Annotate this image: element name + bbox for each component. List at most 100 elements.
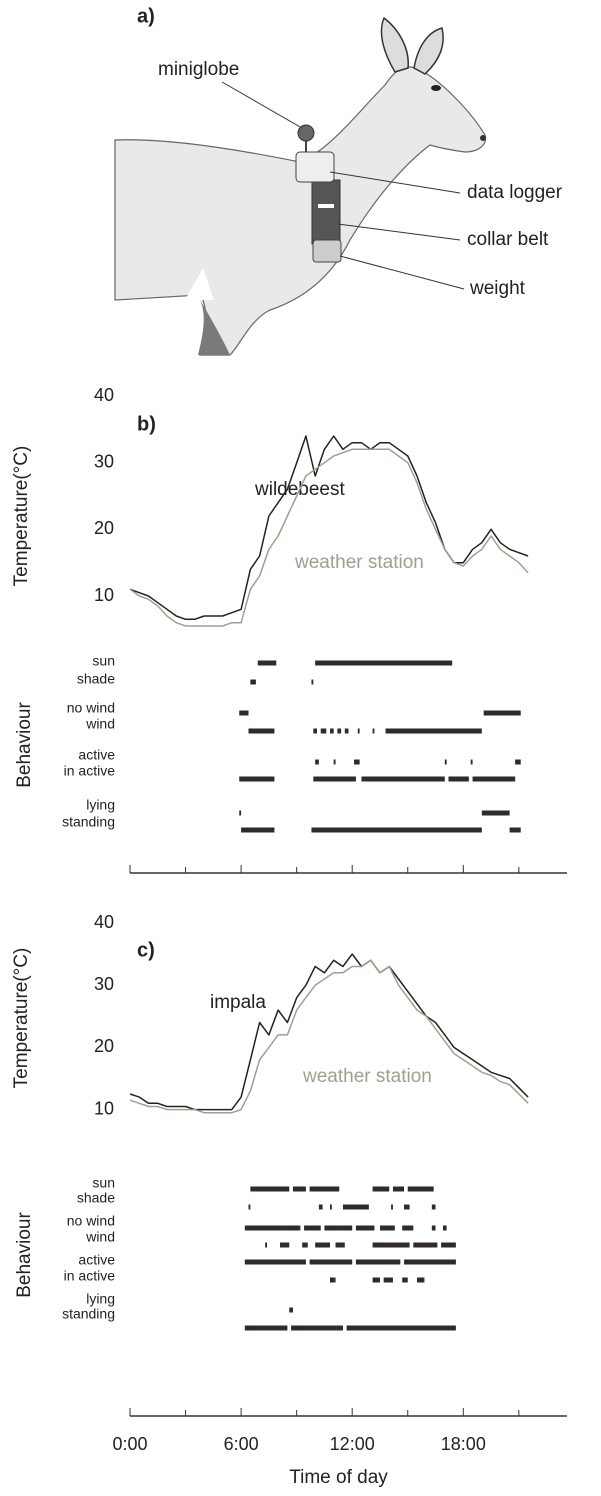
behaviour-bar [372,1242,410,1248]
behaviour-bar [509,827,521,833]
behaviour-bar [407,1186,434,1192]
behaviour-bar [355,1225,375,1231]
behaviour-row-label: no wind [67,1213,115,1229]
y-tick-label: 10 [94,585,114,605]
behaviour-bar [379,1225,395,1231]
behaviour-bar [318,1204,323,1210]
behaviour-row-label: sun [92,1175,115,1191]
y-tick-label: 10 [94,1098,114,1118]
behaviour-row-label: sun [92,653,115,669]
x-tick-label: 0:00 [112,1434,147,1454]
behaviour-bar [361,776,445,782]
behaviour-bar [431,1225,436,1231]
behaviour-row-label: in active [64,1268,116,1284]
behaviour-bar [329,728,334,734]
x-tick-label: 18:00 [441,1434,486,1454]
data-logger [295,151,335,183]
panel-label: c) [137,939,155,961]
behaviour-bar [292,1186,306,1192]
behaviour-bar [315,1242,330,1248]
behaviour-bar [335,1242,345,1248]
behaviour-row-label: in active [64,763,116,779]
belt-buckle [318,204,334,208]
behaviour-bar [311,827,482,833]
behaviour-bar [248,728,275,734]
weight [312,239,342,263]
behaviour-bar [333,759,336,765]
behaviour-row-label: standing [62,814,115,830]
behaviour-bar [289,1307,293,1313]
behaviour-bar [441,1242,456,1248]
callout: miniglobe [158,59,239,80]
antelope-nose [480,135,486,141]
behaviour-axis-label: Behaviour [14,702,35,788]
behaviour-bar [311,679,314,685]
antelope-ear [413,27,444,75]
behaviour-bar [329,1277,336,1283]
y-axis-label: Temperature(°C) [11,948,32,1089]
behaviour-bar [372,728,375,734]
behaviour-bar [346,1325,456,1331]
behaviour-bar [391,1204,393,1210]
behaviour-bar [355,1259,401,1265]
behaviour-bar [329,1204,332,1210]
antelope-patch [185,268,214,300]
behaviour-bar [385,728,482,734]
behaviour-row-label: wind [85,716,115,732]
behaviour-bar [402,1225,414,1231]
behaviour-bar [337,728,342,734]
callout: weight [469,278,526,299]
behaviour-bar [309,1186,340,1192]
miniglobe [297,124,315,142]
behaviour-bar [291,1325,343,1331]
temperature-line [129,959,529,1114]
behaviour-axis-label: Behaviour [14,1212,35,1298]
x-axis-label: Time of day [289,1467,388,1488]
leader-line [221,81,303,129]
behaviour-bar [354,759,360,765]
behaviour-bar [248,1204,251,1210]
temperature-line [129,448,529,627]
y-tick-label: 40 [94,912,114,932]
behaviour-bar [481,810,510,816]
behaviour-row-label: lying [86,797,115,813]
behaviour-bar [444,759,447,765]
behaviour-bar [309,1259,353,1265]
behaviour-bar [315,660,453,666]
behaviour-bar [357,728,360,734]
behaviour-bar [304,1225,321,1231]
behaviour-bar [265,1242,268,1248]
y-tick-label: 30 [94,451,114,471]
behaviour-bar [320,728,327,734]
behaviour-row-label: lying [86,1291,115,1307]
behaviour-row-label: standing [62,1306,115,1322]
x-tick-label: 12:00 [330,1434,375,1454]
behaviour-bar [483,710,521,716]
behaviour-bar [413,1242,438,1248]
series-label: weather station [302,1066,432,1087]
behaviour-bar [392,1186,405,1192]
callout: collar belt [467,229,549,250]
panel-label: b) [137,413,156,435]
behaviour-bar [244,1259,306,1265]
behaviour-bar [244,1225,301,1231]
behaviour-bar [402,1277,408,1283]
behaviour-bar [239,710,249,716]
leader-line [337,223,461,241]
behaviour-bar [404,1259,456,1265]
behaviour-bar [342,1204,369,1210]
behaviour-bar [431,1204,436,1210]
y-tick-label: 20 [94,518,114,538]
behaviour-bar [372,1186,390,1192]
behaviour-bar [344,728,349,734]
behaviour-bar [244,1325,288,1331]
antelope-body [114,66,487,356]
behaviour-bar [302,1242,308,1248]
series-label: impala [210,992,266,1013]
behaviour-bar [239,776,275,782]
behaviour-bar [442,1225,447,1231]
behaviour-bar [250,679,256,685]
behaviour-bar [383,1277,393,1283]
collar-belt [311,179,341,245]
